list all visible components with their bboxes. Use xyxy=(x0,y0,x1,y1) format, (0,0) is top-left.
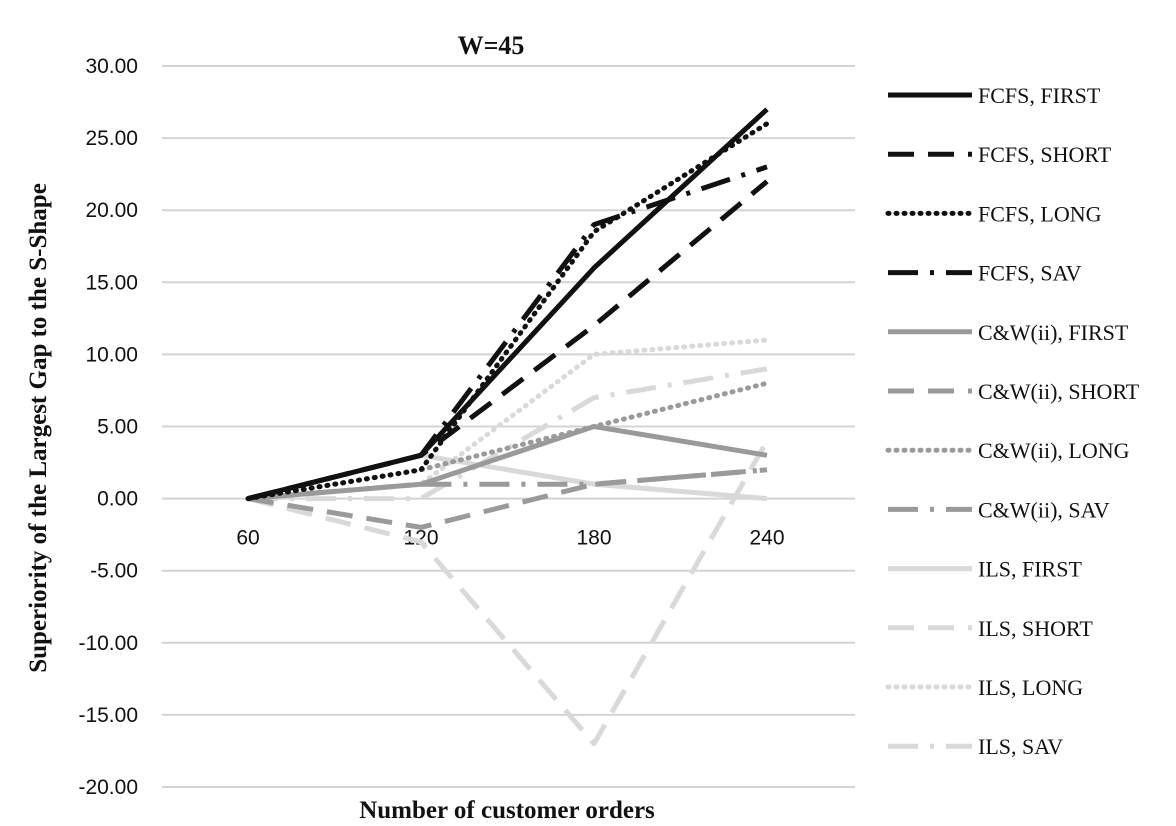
y-tick-label: -10.00 xyxy=(78,632,138,655)
y-tick-label: 15.00 xyxy=(85,271,138,294)
series-line-3 xyxy=(245,121,770,502)
legend-item: ILS, FIRST xyxy=(888,557,1082,582)
y-tick-label: 5.00 xyxy=(97,416,138,439)
legend-item: FCFS, SAV xyxy=(888,261,1082,286)
legend-label: FCFS, FIRST xyxy=(978,83,1101,108)
x-tick-label: 60 xyxy=(236,527,259,550)
y-axis-title: Superiority of the Largest Gap to the S-… xyxy=(25,183,52,673)
legend-label: C&W(ii), LONG xyxy=(978,438,1130,463)
legend-item: ILS, SAV xyxy=(888,734,1063,759)
legend-label: ILS, SHORT xyxy=(978,616,1093,641)
legend-item: ILS, LONG xyxy=(885,675,1083,700)
series-line-5 xyxy=(247,424,768,502)
series-line-10 xyxy=(247,439,770,747)
legend-item: C&W(ii), LONG xyxy=(885,438,1130,463)
y-tick-label: -15.00 xyxy=(78,704,138,727)
y-tick-label: 0.00 xyxy=(97,488,138,511)
legend-item: FCFS, LONG xyxy=(885,201,1102,226)
y-tick-label: 10.00 xyxy=(85,343,138,366)
x-axis-ticks: 60 120 180 240 xyxy=(236,527,784,550)
series-lines xyxy=(245,107,770,747)
y-tick-label: 20.00 xyxy=(85,199,138,222)
legend-label: C&W(ii), SHORT xyxy=(978,379,1140,404)
x-axis-title: Number of customer orders xyxy=(359,797,655,824)
y-tick-label: 30.00 xyxy=(85,55,138,78)
legend-label: C&W(ii), FIRST xyxy=(978,320,1129,345)
legend-label: ILS, FIRST xyxy=(978,557,1082,582)
series-line-1 xyxy=(247,107,769,502)
legend-label: ILS, SAV xyxy=(978,734,1063,759)
y-tick-label: -5.00 xyxy=(90,560,138,583)
gridlines xyxy=(162,65,855,788)
legend-item: C&W(ii), SHORT xyxy=(888,379,1140,404)
legend-item: ILS, SHORT xyxy=(888,616,1093,641)
y-tick-label: 25.00 xyxy=(85,127,138,150)
series-line-12 xyxy=(248,366,768,502)
legend-item: C&W(ii), SAV xyxy=(888,497,1110,522)
chart-title: W=45 xyxy=(458,31,525,60)
legend-label: ILS, LONG xyxy=(978,675,1083,700)
series-line-2 xyxy=(247,179,769,502)
legend-item: C&W(ii), FIRST xyxy=(888,320,1129,345)
x-tick-label: 240 xyxy=(749,527,784,550)
legend-label: FCFS, SAV xyxy=(978,261,1082,286)
y-axis-ticks: 30.00 25.00 20.00 15.00 10.00 5.00 0.00 -5.00 -1… xyxy=(78,55,138,799)
x-tick-label: 120 xyxy=(403,527,438,550)
legend: FCFS, FIRST FCFS, SHORT FCFS, LONG FCFS, SA… xyxy=(885,83,1140,759)
x-tick-label: 180 xyxy=(576,527,611,550)
legend-label: FCFS, LONG xyxy=(978,201,1102,226)
legend-label: C&W(ii), SAV xyxy=(978,497,1110,522)
legend-item: FCFS, FIRST xyxy=(888,83,1101,108)
legend-item: FCFS, SHORT xyxy=(888,142,1112,167)
series-line-6 xyxy=(247,467,768,530)
y-tick-label: -20.00 xyxy=(78,776,138,799)
legend-label: FCFS, SHORT xyxy=(978,142,1112,167)
